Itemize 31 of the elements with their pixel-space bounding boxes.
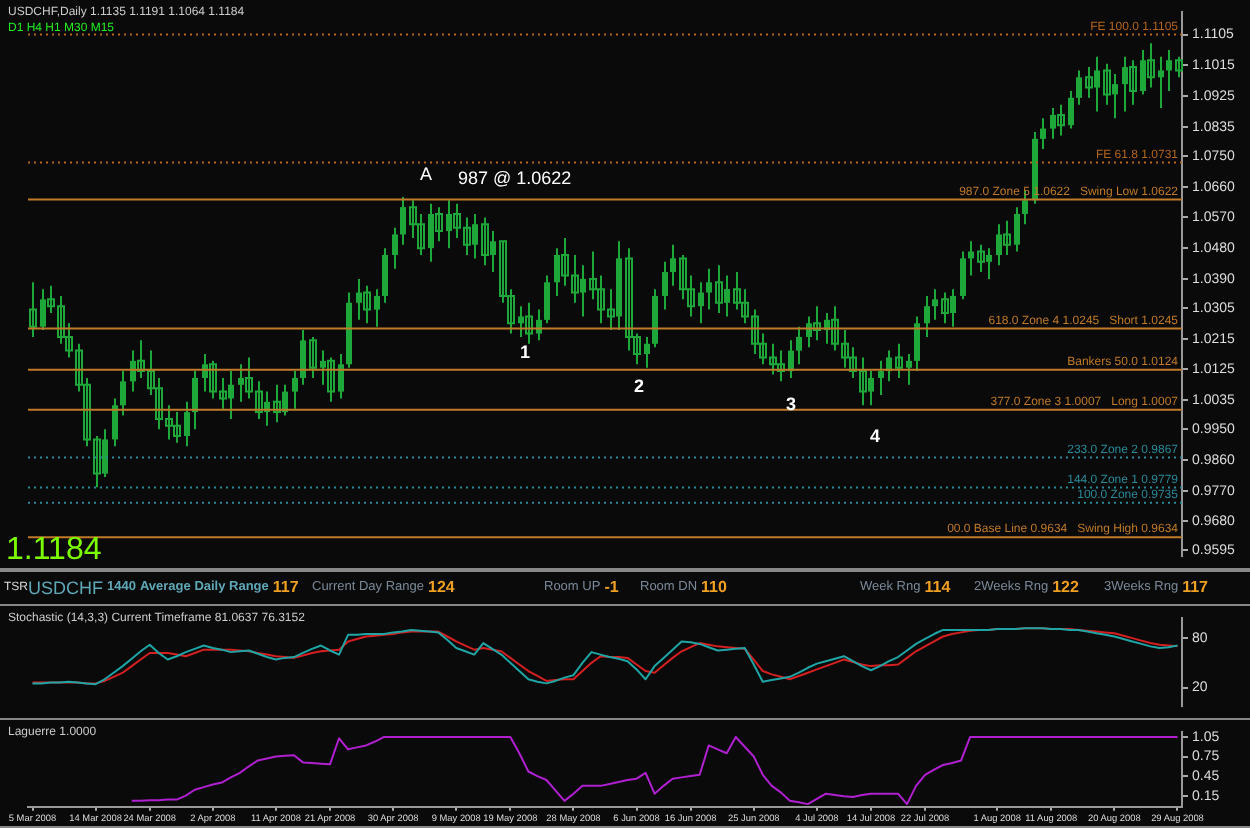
- annotation: A: [420, 163, 433, 184]
- candlestick: [1040, 117, 1046, 151]
- candlestick: [914, 315, 920, 373]
- annotation: 1.1184: [6, 532, 102, 567]
- annotation: 4: [870, 425, 881, 446]
- text: 110: [701, 578, 727, 596]
- candlestick: [924, 294, 930, 338]
- text: 124: [428, 578, 455, 596]
- candlestick: [192, 370, 198, 431]
- candlestick: [662, 260, 668, 311]
- candlestick: [392, 226, 398, 270]
- candlestick: [544, 274, 550, 325]
- candlestick: [112, 397, 118, 448]
- candlestick: [796, 325, 802, 366]
- text: 122: [1052, 578, 1079, 596]
- candlestick: [960, 250, 966, 301]
- candlestick: [120, 370, 126, 417]
- candlestick: [652, 288, 658, 349]
- text: USDCHF: [28, 577, 103, 597]
- annotation: 3: [786, 393, 797, 414]
- candlestick: [1022, 189, 1028, 226]
- annotation: 987 @ 1.0622: [458, 167, 572, 188]
- annotation: 2: [634, 375, 645, 396]
- text: 117: [272, 578, 299, 596]
- text: 117: [1182, 578, 1208, 596]
- candlestick: [382, 247, 388, 304]
- text: 114: [924, 578, 951, 596]
- annotation: 1: [520, 341, 531, 362]
- candlestick: [292, 370, 298, 410]
- candlestick: [878, 359, 884, 397]
- text: -1: [604, 578, 619, 596]
